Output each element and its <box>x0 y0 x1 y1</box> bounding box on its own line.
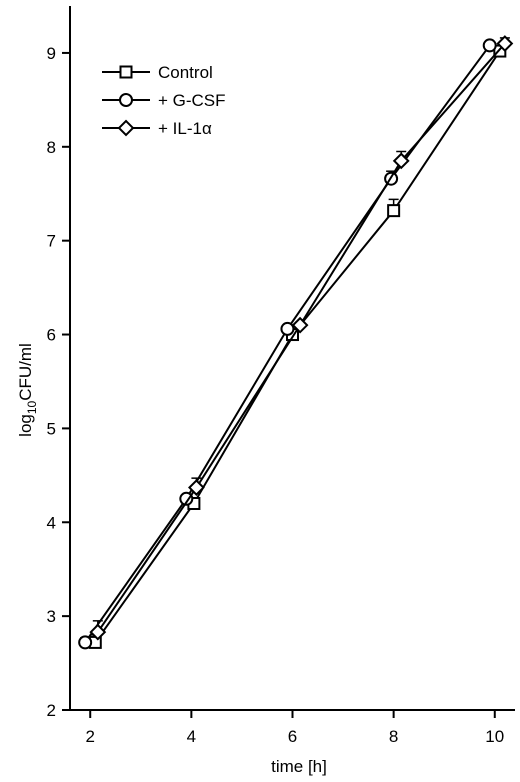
legend: Control + G-CSF + IL-1α <box>102 63 226 138</box>
legend-marker <box>119 93 133 107</box>
data-point <box>496 35 514 52</box>
legend-entry: + IL-1α <box>102 119 212 138</box>
x-axis-label: time [h] <box>271 757 327 776</box>
data-point <box>89 623 107 641</box>
series-line <box>94 50 501 643</box>
data-point <box>188 479 205 496</box>
y-tick-label: 2 <box>47 701 56 720</box>
legend-label: + IL-1α <box>158 119 212 138</box>
series-square <box>88 44 507 649</box>
series-layer <box>78 35 514 650</box>
y-axis-label-rest: CFU/ml <box>16 343 35 401</box>
y-tick-label: 5 <box>47 419 56 438</box>
y-axis-label-main: log <box>16 414 35 437</box>
x-tick-label: 8 <box>389 727 398 746</box>
y-tick-label: 9 <box>47 44 56 63</box>
axis-ticks: 2 3 4 5 6 7 8 9 2 4 6 8 10 <box>47 44 505 746</box>
data-point <box>482 38 497 53</box>
x-tick-label: 10 <box>485 727 504 746</box>
legend-marker <box>119 65 133 79</box>
x-tick-label: 2 <box>85 727 94 746</box>
legend-label: + G-CSF <box>158 91 226 110</box>
data-point <box>78 635 93 650</box>
legend-label: Control <box>158 63 213 82</box>
data-point <box>392 152 410 170</box>
x-tick-label: 4 <box>187 727 196 746</box>
y-axis-label: log10CFU/ml <box>16 343 39 437</box>
data-point <box>179 491 194 506</box>
plot-frame <box>69 6 515 711</box>
y-tick-label: 8 <box>47 138 56 157</box>
data-point <box>291 316 309 334</box>
legend-marker <box>117 119 135 137</box>
y-tick-label: 6 <box>47 326 56 345</box>
y-tick-label: 4 <box>47 513 56 532</box>
series-diamond <box>89 35 514 641</box>
data-point <box>387 204 401 218</box>
y-tick-label: 3 <box>47 607 56 626</box>
data-point <box>280 321 295 336</box>
x-tick-label: 6 <box>288 727 297 746</box>
legend-entry: Control <box>102 63 213 82</box>
y-tick-label: 7 <box>47 232 56 251</box>
legend-entry: + G-CSF <box>102 91 226 110</box>
y-axis-label-subscript: 10 <box>25 400 39 414</box>
